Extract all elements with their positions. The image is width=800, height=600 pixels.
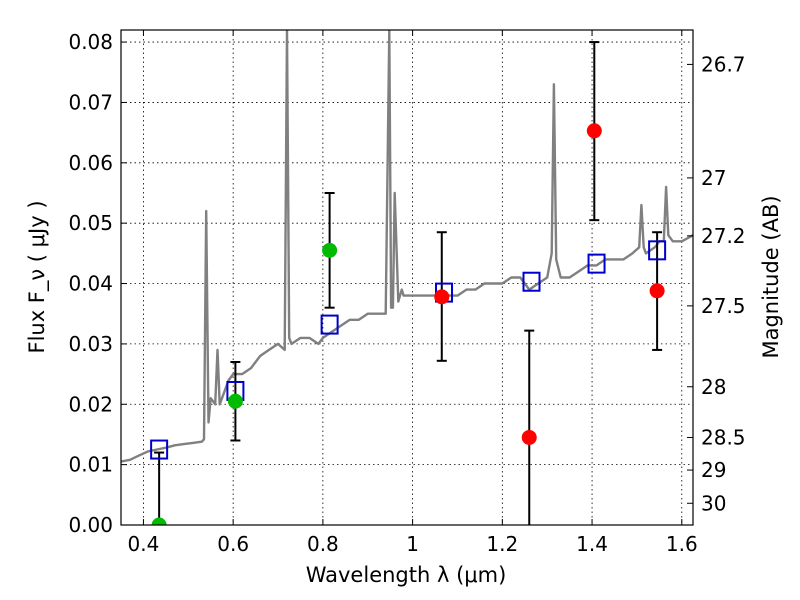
model-photometry-square [320, 314, 339, 335]
x-tick-label: 0.4 [128, 532, 160, 556]
y2-tick-label: 28.5 [701, 425, 746, 449]
detection-point [227, 393, 243, 409]
detection-point [322, 242, 338, 258]
x-tick-label: 1 [406, 532, 419, 556]
axes: 0.4 0.6 0.8 1 1.2 1.4 1.6 0.00 0.01 0.02 0.03 0.04 0… [68, 30, 746, 556]
y-tick-label: 0.03 [68, 332, 113, 356]
x-tick-label: 1.2 [486, 532, 518, 556]
x-axis-title: Wavelength λ (μm) [306, 563, 507, 587]
red-point [586, 123, 602, 139]
x-tick-label: 0.8 [307, 532, 339, 556]
y2-tick-label: 27.2 [701, 224, 746, 248]
detection-point [151, 517, 167, 525]
plot-area [121, 30, 693, 525]
model-photometry-square [150, 439, 169, 460]
y2-tick-label: 27.5 [701, 294, 746, 318]
y-tick-label: 0.01 [68, 453, 113, 477]
red-point [521, 429, 537, 445]
red-point [434, 289, 450, 305]
model-photometry-square [587, 253, 606, 274]
x-tick-label: 1.6 [666, 532, 698, 556]
x-tick-label: 0.6 [217, 532, 249, 556]
y-tick-label: 0.00 [68, 513, 113, 537]
y2-tick-label: 29 [701, 458, 726, 482]
model-photometry-square [522, 271, 541, 292]
model-spectrum-line [121, 30, 693, 463]
y-tick-label: 0.06 [68, 151, 113, 175]
y2-tick-label: 30 [701, 491, 726, 515]
y-axis-title: Flux F_ν ( μJy ) [25, 200, 50, 353]
y2-tick-label: 27 [701, 166, 726, 190]
x-tick-label: 1.4 [576, 532, 608, 556]
y-tick-label: 0.05 [68, 211, 113, 235]
y2-tick-label: 28 [701, 375, 726, 399]
y-tick-label: 0.02 [68, 392, 113, 416]
y-tick-label: 0.04 [68, 272, 113, 296]
model-photometry-square [648, 240, 667, 261]
y2-axis-title: Magnitude (AB) [759, 195, 783, 358]
y2-tick-label: 26.7 [701, 52, 746, 76]
red-point [649, 283, 665, 299]
plot-frame [120, 29, 694, 526]
y-tick-label: 0.07 [68, 90, 113, 114]
y-tick-label: 0.08 [68, 30, 113, 54]
